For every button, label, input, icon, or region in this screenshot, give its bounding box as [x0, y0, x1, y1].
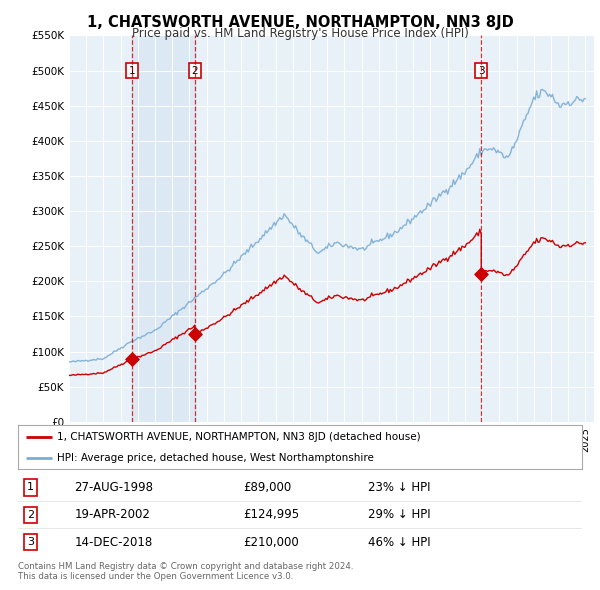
- Text: 27-AUG-1998: 27-AUG-1998: [74, 481, 154, 494]
- Text: Contains HM Land Registry data © Crown copyright and database right 2024.: Contains HM Land Registry data © Crown c…: [18, 562, 353, 571]
- Point: [127, 355, 137, 364]
- Text: 3: 3: [27, 537, 34, 547]
- Bar: [132, 35, 194, 422]
- Text: 23% ↓ HPI: 23% ↓ HPI: [368, 481, 430, 494]
- Text: HPI: Average price, detached house, West Northamptonshire: HPI: Average price, detached house, West…: [58, 453, 374, 463]
- Text: 29% ↓ HPI: 29% ↓ HPI: [368, 508, 430, 522]
- Text: 2: 2: [27, 510, 34, 520]
- Text: 1, CHATSWORTH AVENUE, NORTHAMPTON, NN3 8JD (detached house): 1, CHATSWORTH AVENUE, NORTHAMPTON, NN3 8…: [58, 432, 421, 442]
- Text: 1, CHATSWORTH AVENUE, NORTHAMPTON, NN3 8JD: 1, CHATSWORTH AVENUE, NORTHAMPTON, NN3 8…: [86, 15, 514, 30]
- Text: 2: 2: [191, 65, 198, 76]
- Text: 1: 1: [128, 65, 135, 76]
- Text: 14-DEC-2018: 14-DEC-2018: [74, 536, 152, 549]
- Text: £210,000: £210,000: [244, 536, 299, 549]
- Text: 3: 3: [478, 65, 485, 76]
- Text: £124,995: £124,995: [244, 508, 300, 522]
- Point: [476, 270, 486, 279]
- Text: 19-APR-2002: 19-APR-2002: [74, 508, 150, 522]
- Text: 46% ↓ HPI: 46% ↓ HPI: [368, 536, 430, 549]
- Text: This data is licensed under the Open Government Licence v3.0.: This data is licensed under the Open Gov…: [18, 572, 293, 581]
- Text: Price paid vs. HM Land Registry's House Price Index (HPI): Price paid vs. HM Land Registry's House …: [131, 27, 469, 40]
- Text: 1: 1: [27, 483, 34, 493]
- Point: [190, 329, 199, 339]
- Text: £89,000: £89,000: [244, 481, 292, 494]
